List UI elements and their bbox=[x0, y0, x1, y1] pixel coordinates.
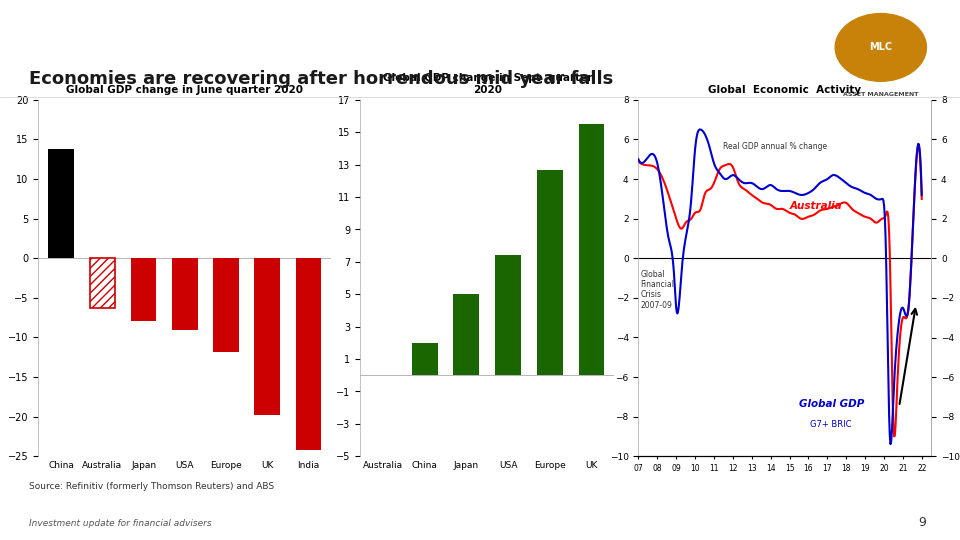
Text: Economies are recovering after horrendous mid year falls: Economies are recovering after horrendou… bbox=[29, 70, 613, 88]
Bar bbox=[453, 294, 479, 375]
Bar bbox=[131, 258, 156, 321]
Title: Global GDP change in Sept  quarter
2020: Global GDP change in Sept quarter 2020 bbox=[382, 73, 592, 95]
Bar bbox=[89, 258, 115, 308]
Bar bbox=[48, 149, 74, 258]
Text: Global GDP: Global GDP bbox=[799, 399, 864, 409]
Bar bbox=[296, 258, 322, 450]
Bar bbox=[213, 258, 239, 352]
Text: G7+ BRIC: G7+ BRIC bbox=[810, 420, 852, 429]
Text: Source: Refinitiv (formerly Thomson Reuters) and ABS: Source: Refinitiv (formerly Thomson Reut… bbox=[29, 482, 274, 491]
Title: Global  Economic  Activity: Global Economic Activity bbox=[708, 85, 861, 95]
Bar bbox=[254, 258, 280, 415]
Bar bbox=[579, 124, 605, 375]
Bar bbox=[412, 343, 438, 375]
Text: Real GDP annual % change: Real GDP annual % change bbox=[724, 143, 828, 151]
Circle shape bbox=[835, 14, 926, 81]
Text: MLC: MLC bbox=[869, 43, 893, 52]
Bar bbox=[172, 258, 198, 329]
Bar bbox=[537, 170, 563, 375]
Bar bbox=[495, 255, 521, 375]
Text: Australia: Australia bbox=[789, 201, 842, 211]
Text: Global
Financial
Crisis
2007-09: Global Financial Crisis 2007-09 bbox=[640, 269, 674, 310]
Title: Global GDP change in June quarter 2020: Global GDP change in June quarter 2020 bbox=[66, 85, 303, 95]
Text: ASSET MANAGEMENT: ASSET MANAGEMENT bbox=[843, 92, 919, 97]
Text: 9: 9 bbox=[919, 516, 926, 530]
Text: Investment update for financial advisers: Investment update for financial advisers bbox=[29, 519, 211, 529]
